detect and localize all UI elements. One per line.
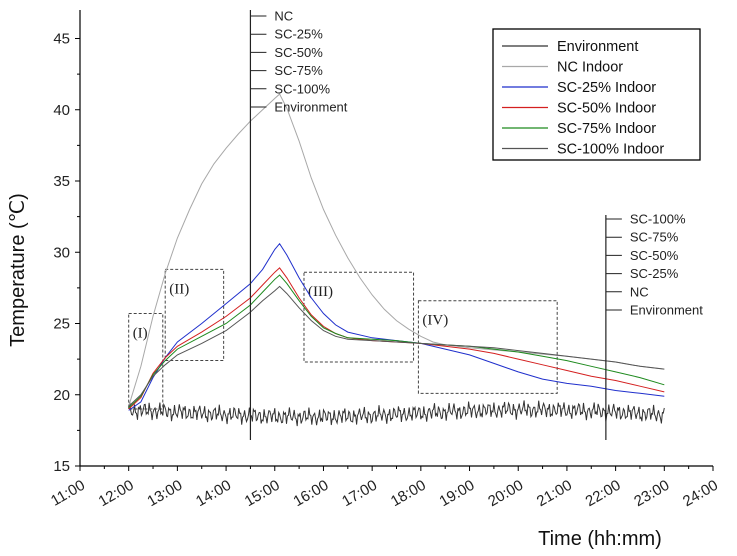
- x-tick-label: 15:00: [242, 477, 283, 510]
- marker-label: Environment: [274, 100, 347, 115]
- y-tick-label: 35: [53, 173, 70, 190]
- y-tick-label: 30: [53, 244, 70, 261]
- series-line-5: [128, 285, 665, 407]
- x-tick-label: 20:00: [485, 477, 526, 510]
- marker-label: SC-50%: [274, 45, 323, 60]
- legend-item: SC-50% Indoor: [557, 101, 656, 117]
- x-tick-label: 23:00: [631, 477, 672, 510]
- legend: Environment NC Indoor SC-25% Indoor SC-50% …: [492, 28, 701, 161]
- marker-label: Environment: [630, 303, 703, 318]
- x-tick-label: 11:00: [48, 477, 88, 510]
- markers-layer: NC SC-25% SC-50% SC-75% SC-100% Environment SC…: [249, 9, 703, 440]
- x-tick-label: 16:00: [290, 477, 331, 510]
- region-label: (IV): [422, 313, 448, 329]
- series-line-2: [128, 242, 665, 411]
- x-tick-label: 24:00: [680, 477, 721, 510]
- y-tick-label: 45: [53, 31, 70, 48]
- x-tick-label: 19:00: [437, 477, 478, 510]
- x-tick-label: 18:00: [388, 477, 429, 510]
- legend-box: [492, 28, 701, 161]
- marker-label: SC-25%: [630, 266, 679, 281]
- y-tick-label: 40: [53, 102, 70, 119]
- regions-layer: (I) (II) (III) (IV): [128, 268, 558, 410]
- marker-label: SC-50%: [630, 248, 679, 263]
- region-box-4: [417, 300, 558, 394]
- x-tick-label: 14:00: [193, 477, 234, 510]
- region-label: (III): [308, 284, 333, 300]
- series-line-4: [128, 274, 665, 408]
- region-label: (I): [133, 326, 148, 342]
- series-line-1: [128, 93, 665, 407]
- y-tick-label: 20: [53, 387, 70, 404]
- x-tick-label: 12:00: [96, 477, 137, 510]
- marker-label: NC: [274, 9, 293, 24]
- x-tick-label: 22:00: [583, 477, 624, 510]
- region-label: (II): [169, 281, 189, 297]
- x-tick-label: 13:00: [144, 477, 185, 510]
- x-tick-label: 21:00: [534, 477, 575, 510]
- y-axis-label: Temperature (℃): [7, 193, 29, 347]
- marker-label: SC-25%: [274, 27, 323, 42]
- marker-label: NC: [630, 284, 649, 299]
- legend-item: Environment: [557, 39, 638, 55]
- series-line-3: [128, 267, 665, 410]
- y-tick-label: 15: [53, 458, 70, 475]
- marker-label: SC-100%: [274, 81, 330, 96]
- x-tick-label: 17:00: [339, 477, 380, 510]
- x-axis-label: Time (hh:mm): [538, 528, 662, 550]
- marker-label: SC-75%: [630, 230, 679, 245]
- legend-item: NC Indoor: [557, 60, 623, 76]
- legend-item: SC-75% Indoor: [557, 121, 656, 137]
- marker-label: SC-75%: [274, 63, 323, 78]
- y-tick-label: 25: [53, 316, 70, 333]
- legend-item: SC-25% Indoor: [557, 80, 656, 96]
- legend-item: SC-100% Indoor: [557, 142, 664, 158]
- series-line-0: [128, 400, 665, 427]
- series-layer: [128, 93, 665, 427]
- marker-label: SC-100%: [630, 212, 686, 227]
